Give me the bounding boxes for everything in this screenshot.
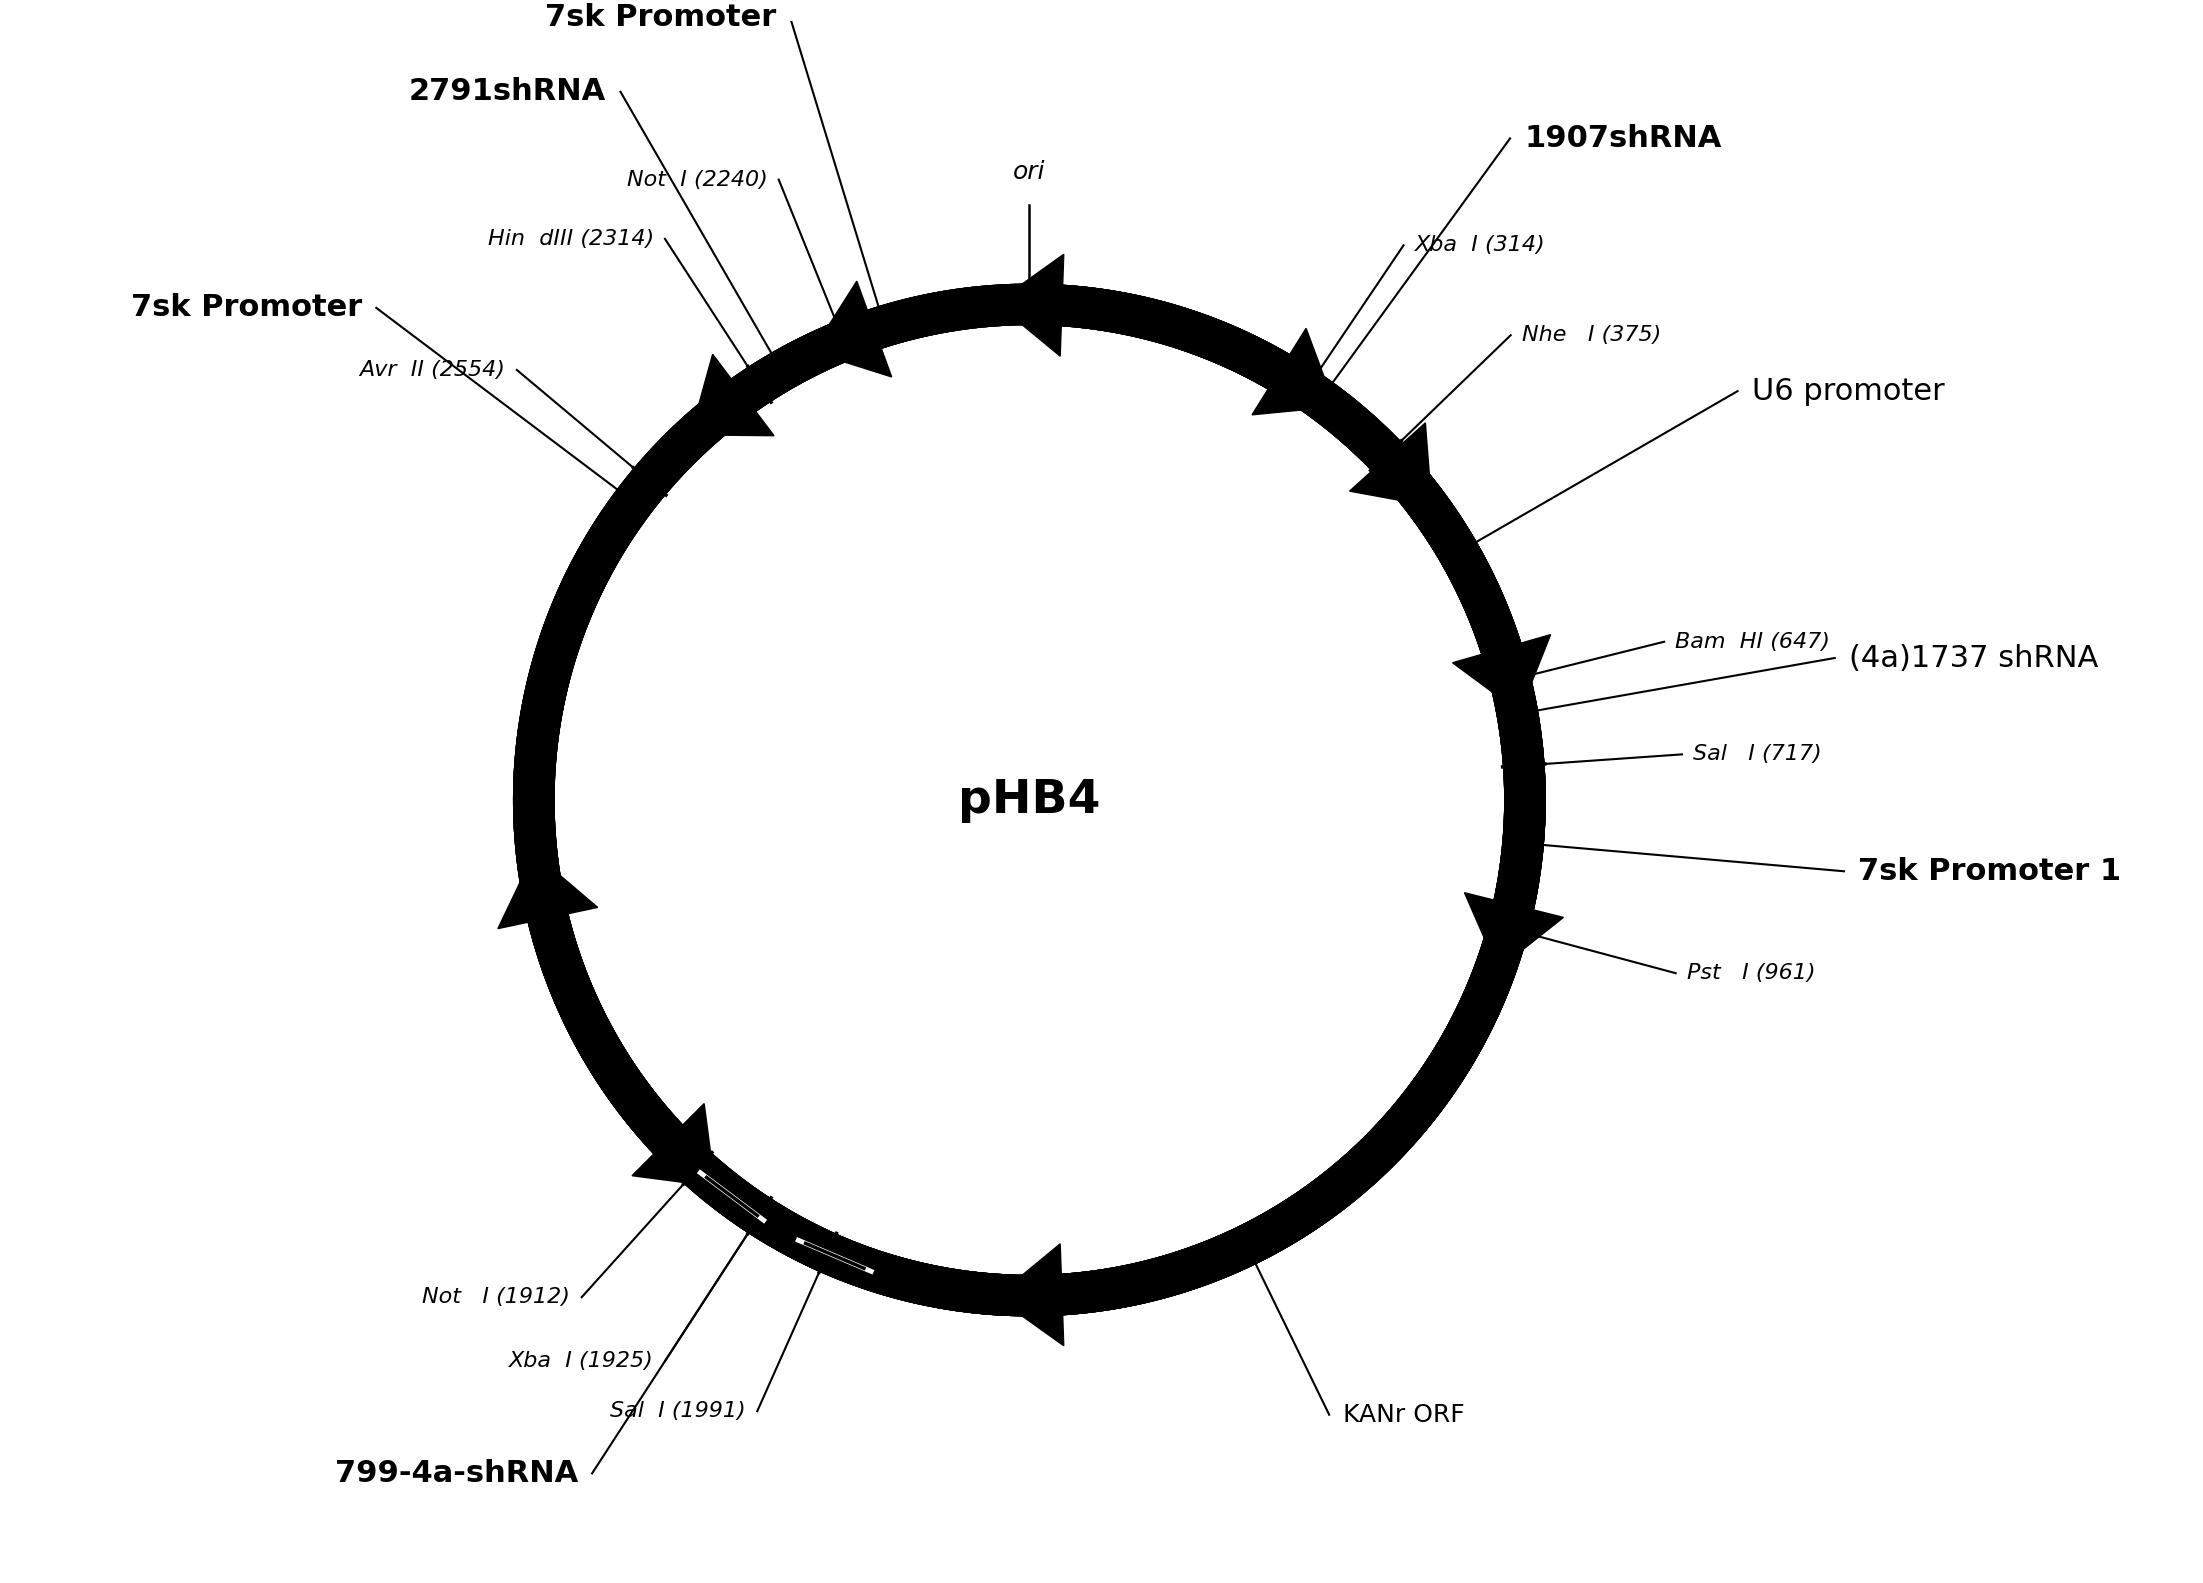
Text: (4a)1737 shRNA: (4a)1737 shRNA (1848, 644, 2097, 673)
Polygon shape (690, 355, 773, 435)
Text: pHB4: pHB4 (958, 777, 1102, 823)
Text: Not  I (2240): Not I (2240) (626, 169, 767, 190)
Text: 1907shRNA: 1907shRNA (1524, 123, 1721, 154)
Text: Bam  HI (647): Bam HI (647) (1676, 632, 1831, 652)
Polygon shape (1452, 635, 1551, 712)
Text: 799-4a-shRNA: 799-4a-shRNA (335, 1460, 577, 1488)
Polygon shape (813, 282, 892, 377)
Polygon shape (1465, 893, 1564, 969)
Text: ori: ori (1013, 160, 1046, 184)
Polygon shape (1350, 423, 1432, 507)
Text: 7sk Promoter: 7sk Promoter (130, 293, 361, 323)
Text: U6 promoter: U6 promoter (1751, 377, 1945, 405)
Polygon shape (1251, 328, 1335, 415)
Text: Xba  I (314): Xba I (314) (1414, 236, 1547, 255)
Text: KANr ORF: KANr ORF (1344, 1403, 1465, 1426)
Text: Xba  I (1925): Xba I (1925) (509, 1352, 654, 1371)
Polygon shape (996, 255, 1064, 356)
Text: Sal   I (717): Sal I (717) (1694, 744, 1822, 765)
Text: Nhe   I (375): Nhe I (375) (1522, 325, 1661, 345)
Text: Pst   I (961): Pst I (961) (1687, 962, 1815, 983)
Text: Avr  II (2554): Avr II (2554) (359, 359, 504, 380)
Text: 7sk Promoter: 7sk Promoter (544, 3, 775, 33)
Polygon shape (632, 1103, 716, 1187)
Polygon shape (996, 1244, 1064, 1346)
Polygon shape (498, 853, 597, 929)
Text: 2791shRNA: 2791shRNA (410, 78, 606, 106)
Text: Sal  I (1991): Sal I (1991) (610, 1401, 747, 1422)
Text: 7sk Promoter 1: 7sk Promoter 1 (1857, 856, 2121, 886)
Text: Not   I (1912): Not I (1912) (423, 1287, 571, 1308)
Text: Hin  dIII (2314): Hin dIII (2314) (487, 230, 654, 249)
